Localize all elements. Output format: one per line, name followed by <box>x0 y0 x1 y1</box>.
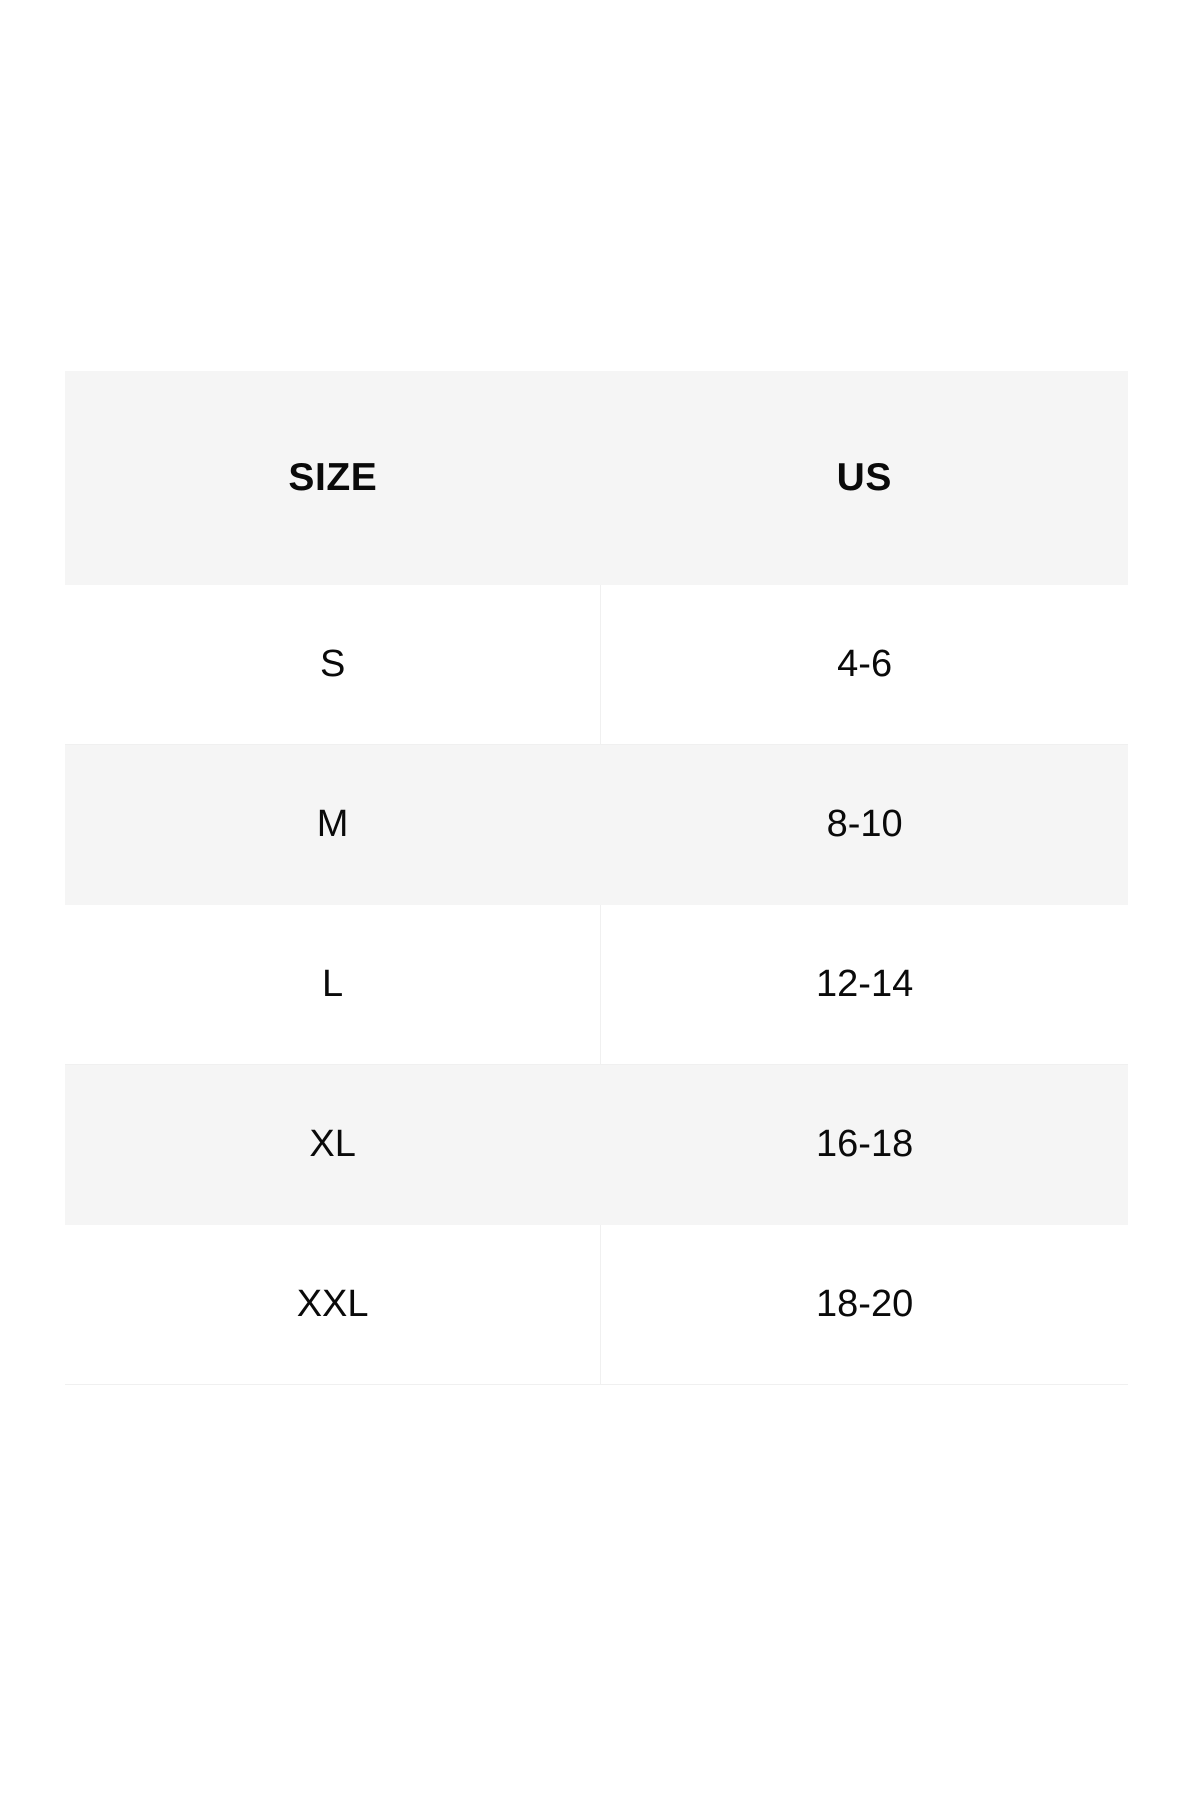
cell-us: 4-6 <box>600 585 1128 745</box>
cell-size: L <box>65 904 602 1065</box>
cell-us: 16-18 <box>600 1064 1128 1225</box>
column-header-us: US <box>600 371 1128 585</box>
table-row: L 12-14 <box>65 904 1128 1065</box>
cell-us: 18-20 <box>600 1224 1128 1385</box>
column-header-size: SIZE <box>65 371 601 585</box>
size-chart-container: SIZE US S 4-6 M 8-10 L 12-14 XL <box>65 371 1128 1385</box>
cell-size: XL <box>65 1064 602 1225</box>
cell-size: M <box>65 744 602 905</box>
table-row: XXL 18-20 <box>65 1224 1128 1385</box>
cell-us: 8-10 <box>600 744 1128 905</box>
cell-size: XXL <box>65 1224 602 1385</box>
cell-us: 12-14 <box>600 904 1128 1065</box>
cell-size: S <box>65 585 602 745</box>
table-row: XL 16-18 <box>65 1064 1128 1225</box>
table-body: S 4-6 M 8-10 L 12-14 XL 16-18 XXL 18-2 <box>65 585 1128 1385</box>
table-header-row: SIZE US <box>65 371 1128 585</box>
table-row: S 4-6 <box>65 585 1128 745</box>
size-conversion-table: SIZE US S 4-6 M 8-10 L 12-14 XL <box>65 371 1128 1385</box>
table-row: M 8-10 <box>65 744 1128 905</box>
table-header: SIZE US <box>65 371 1128 585</box>
